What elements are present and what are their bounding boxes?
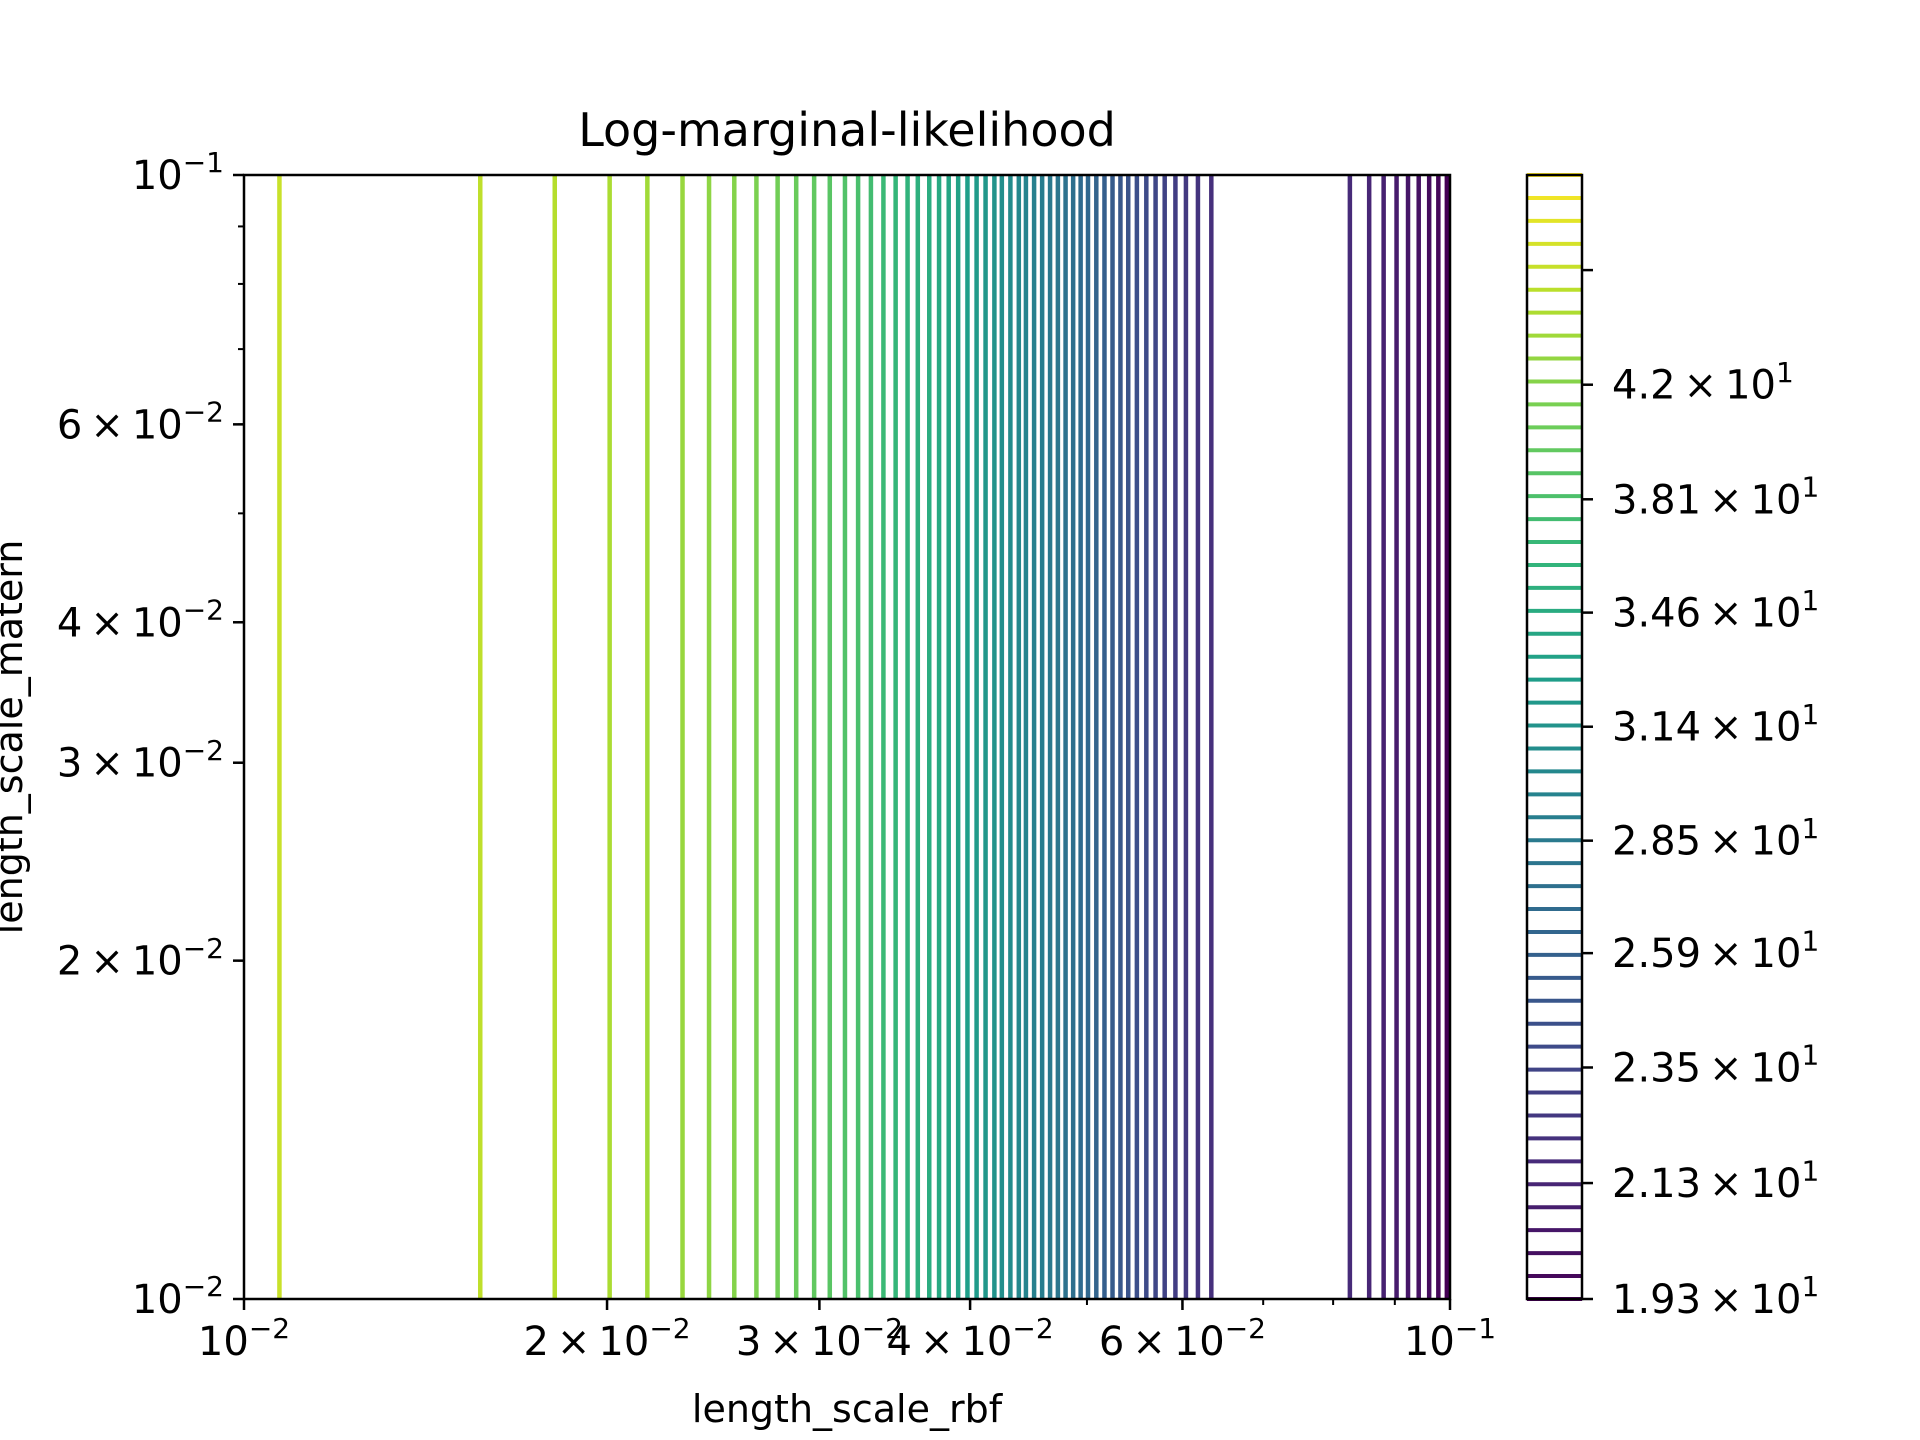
colorbar-tick-label: 1.93 × 101 — [1612, 1270, 1819, 1323]
chart-title: Log-marginal-likelihood — [578, 103, 1116, 157]
x-axis-label: length_scale_rbf — [692, 1387, 1004, 1431]
colorbar: 1.93 × 101 2.13 × 101 2.35 × 101 2.59 × 101… — [1525, 173, 1819, 1323]
colorbar-tick-label: 3.81 × 101 — [1612, 470, 1819, 523]
colorbar-tick-label: 2.13 × 101 — [1612, 1154, 1819, 1207]
x-tick-label: 4 × 10−2 — [887, 1312, 1054, 1365]
contour-lines — [277, 175, 1450, 1299]
colorbar-tick-label: 2.85 × 101 — [1612, 812, 1819, 865]
colorbar-tick-label: 3.14 × 101 — [1612, 698, 1819, 751]
y-tick-label: 3 × 10−2 — [57, 734, 224, 787]
colorbar-tick-label: 4.2 × 101 — [1612, 356, 1794, 409]
y-axis-label: length_scale_matern — [0, 540, 31, 935]
y-axis: 10−2 2 × 10−2 3 × 10−2 4 × 10−2 6 × 10−2 10−1 — [57, 146, 244, 1323]
x-axis: 10−2 2 × 10−2 3 × 10−24 × 10−2 6 × 10−2 10−1 — [198, 1299, 1496, 1365]
x-tick-label: 3 × 10−2 — [736, 1312, 903, 1365]
colorbar-tick-label: 2.35 × 101 — [1612, 1039, 1819, 1092]
x-tick-label: 10−2 — [198, 1312, 290, 1365]
colorbar-tick-label: 2.59 × 101 — [1612, 924, 1819, 977]
x-tick-label: 2 × 10−2 — [523, 1312, 690, 1365]
x-tick-label: 10−1 — [1404, 1312, 1496, 1365]
y-tick-label: 10−2 — [132, 1270, 224, 1323]
plot-frame — [242, 173, 1452, 1301]
colorbar-tick-label: 3.46 × 101 — [1612, 584, 1819, 637]
x-tick-label: 6 × 10−2 — [1099, 1312, 1266, 1365]
colorbar-frame — [1525, 173, 1584, 1301]
y-tick-label: 4 × 10−2 — [57, 593, 224, 646]
y-tick-label: 6 × 10−2 — [57, 396, 224, 449]
y-tick-label: 10−1 — [132, 146, 224, 199]
y-tick-label: 2 × 10−2 — [57, 932, 224, 985]
